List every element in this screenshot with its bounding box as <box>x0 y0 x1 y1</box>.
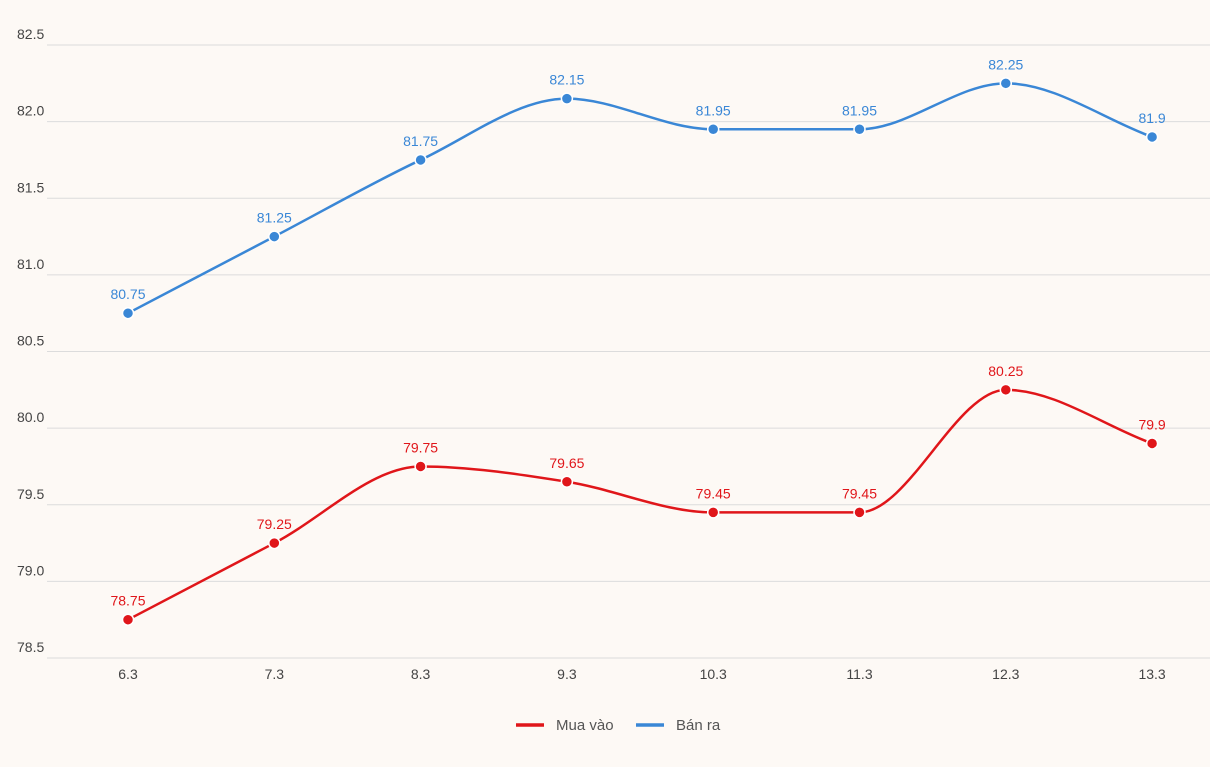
x-tick-label: 6.3 <box>118 666 138 682</box>
data-label: 82.15 <box>549 72 584 88</box>
data-point[interactable] <box>121 613 135 626</box>
legend-item[interactable]: Mua vào <box>516 717 614 734</box>
data-label: 81.95 <box>696 102 731 118</box>
data-label: 81.25 <box>257 210 292 226</box>
data-label: 79.9 <box>1138 416 1165 432</box>
data-label: 79.75 <box>403 439 438 455</box>
data-point[interactable] <box>706 506 720 519</box>
data-point[interactable] <box>853 123 866 136</box>
data-point[interactable] <box>560 92 574 105</box>
legend-label: Bán ra <box>676 717 721 734</box>
series-0: 78.75 79.25 79.75 79.65 79.45 79.45 80.25 79.9 <box>110 363 1166 626</box>
data-point[interactable] <box>1145 437 1159 450</box>
y-tick-label: 80.5 <box>17 333 44 349</box>
x-tick-label: 13.3 <box>1138 666 1165 682</box>
y-tick-label: 81.5 <box>17 179 44 195</box>
data-point[interactable] <box>268 536 281 550</box>
gridlines <box>47 44 1210 659</box>
y-tick-label: 78.5 <box>17 639 44 655</box>
data-point[interactable] <box>706 123 720 136</box>
data-label: 81.95 <box>842 102 877 118</box>
data-point[interactable] <box>999 383 1013 397</box>
data-label: 78.75 <box>110 593 145 609</box>
data-label: 79.65 <box>549 455 584 471</box>
data-label: 79.25 <box>257 516 292 532</box>
y-tick-label: 82.0 <box>17 103 44 119</box>
x-tick-label: 12.3 <box>992 666 1019 682</box>
x-tick-label: 11.3 <box>846 666 872 682</box>
y-tick-label: 79.0 <box>17 562 44 578</box>
data-label: 81.75 <box>403 133 438 149</box>
data-point[interactable] <box>414 460 427 473</box>
data-label: 82.25 <box>988 56 1023 72</box>
data-point[interactable] <box>268 230 281 243</box>
legend: Mua vào Bán ra <box>516 717 721 734</box>
x-tick-label: 10.3 <box>700 666 727 682</box>
data-label: 81.9 <box>1138 110 1165 126</box>
series-lines: 78.75 79.25 79.75 79.65 79.45 79.45 80.25 79.9 8… <box>110 56 1166 626</box>
y-tick-label: 80.0 <box>17 409 44 425</box>
series-line <box>127 388 1153 621</box>
data-point[interactable] <box>999 77 1013 90</box>
y-tick-label: 79.5 <box>17 486 44 502</box>
x-tick-label: 9.3 <box>557 666 577 682</box>
legend-item[interactable]: Bán ra <box>636 717 721 734</box>
data-point[interactable] <box>121 306 135 320</box>
y-axis-ticks: 78.5 79.0 79.5 80.0 80.5 81.0 81.5 82.0 82.5 <box>17 26 44 655</box>
series-1: 80.75 81.25 81.75 82.15 81.95 81.95 82.25 81.9 <box>110 56 1166 320</box>
x-axis-ticks: 6.3 7.3 8.3 9.3 10.3 11.3 12.3 13.3 <box>118 666 1166 682</box>
data-label: 80.75 <box>110 286 145 302</box>
y-tick-label: 82.5 <box>17 26 44 42</box>
data-point[interactable] <box>560 475 574 489</box>
data-label: 80.25 <box>988 363 1023 379</box>
data-label: 79.45 <box>842 485 877 501</box>
data-label: 79.45 <box>696 485 731 501</box>
series-line <box>127 82 1153 315</box>
x-tick-label: 7.3 <box>265 666 285 682</box>
legend-label: Mua vào <box>556 717 614 734</box>
y-tick-label: 81.0 <box>17 256 44 272</box>
data-point[interactable] <box>414 153 427 167</box>
data-point[interactable] <box>853 506 866 519</box>
data-point[interactable] <box>1145 130 1159 144</box>
x-tick-label: 8.3 <box>411 666 431 682</box>
